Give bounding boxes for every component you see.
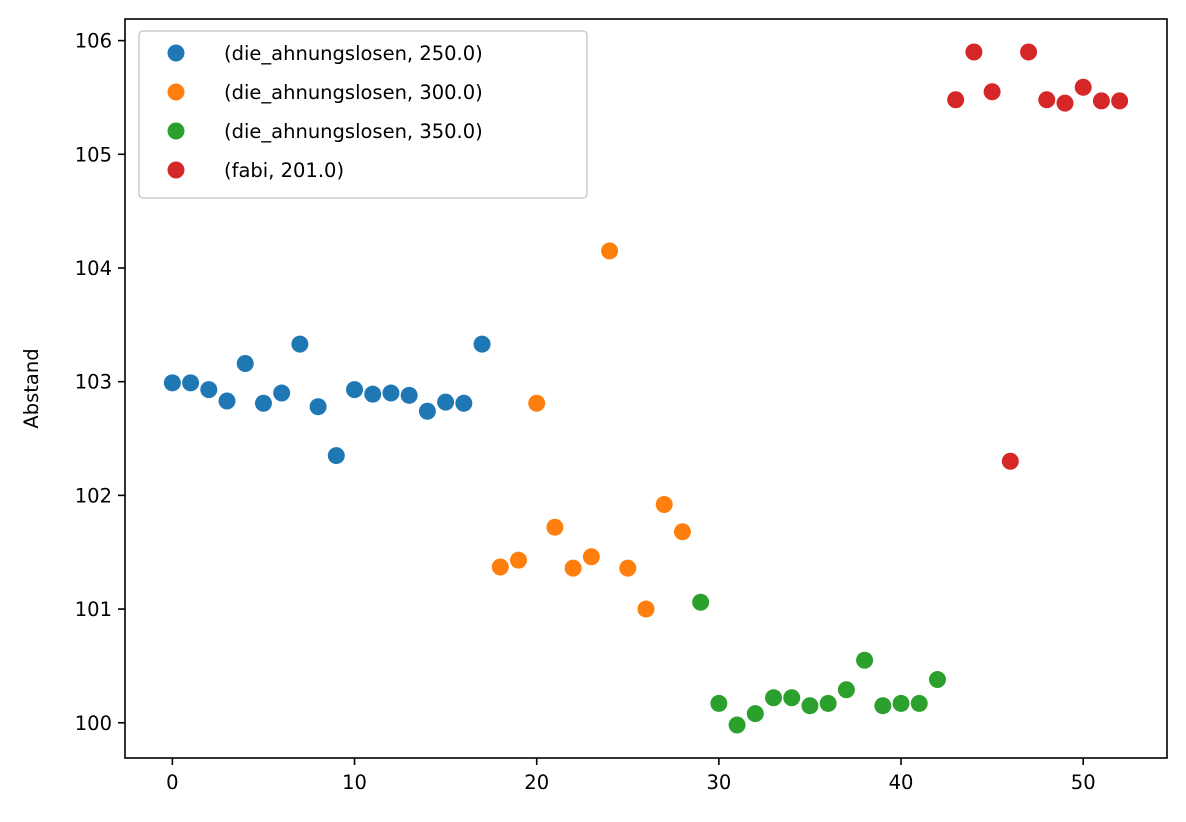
data-point-series-2 — [601, 242, 619, 260]
data-point-series-4 — [947, 91, 965, 109]
data-point-series-1 — [309, 398, 327, 416]
y-tick-label: 100 — [75, 712, 112, 735]
data-point-series-1 — [236, 354, 254, 372]
x-tick-label: 0 — [166, 771, 178, 794]
data-point-series-3 — [856, 651, 874, 669]
legend-label: (fabi, 201.0) — [224, 159, 344, 182]
y-tick-label: 101 — [75, 598, 112, 621]
x-tick-label: 40 — [889, 771, 914, 794]
data-point-series-1 — [163, 374, 181, 392]
data-point-series-3 — [837, 681, 855, 699]
data-point-series-1 — [327, 447, 345, 465]
data-point-series-3 — [892, 694, 910, 712]
data-point-series-4 — [1111, 92, 1129, 110]
data-point-series-3 — [819, 694, 837, 712]
data-point-series-2 — [491, 558, 509, 576]
data-point-series-4 — [1056, 94, 1074, 112]
legend-marker — [167, 44, 185, 62]
data-point-series-3 — [928, 671, 946, 689]
data-point-series-1 — [291, 335, 309, 353]
data-point-series-1 — [218, 392, 236, 410]
data-point-series-4 — [1074, 78, 1092, 96]
data-point-series-2 — [564, 559, 582, 577]
data-point-series-4 — [1092, 92, 1110, 110]
data-point-series-3 — [874, 697, 892, 715]
data-point-series-1 — [437, 393, 455, 411]
data-point-series-1 — [200, 381, 218, 399]
data-point-series-2 — [619, 559, 637, 577]
data-point-series-3 — [783, 689, 801, 707]
data-point-series-4 — [983, 83, 1001, 101]
data-point-series-3 — [801, 697, 819, 715]
data-point-series-1 — [400, 386, 418, 404]
data-point-series-1 — [273, 384, 291, 402]
data-point-series-3 — [710, 694, 728, 712]
data-point-series-1 — [418, 402, 436, 420]
data-points — [163, 43, 1129, 734]
data-point-series-3 — [728, 716, 746, 734]
data-point-series-4 — [1038, 91, 1056, 109]
legend-label: (die_ahnungslosen, 250.0) — [224, 42, 483, 65]
data-point-series-2 — [673, 523, 691, 541]
data-point-series-1 — [346, 381, 364, 399]
y-tick-label: 106 — [75, 30, 112, 53]
data-point-series-1 — [382, 384, 400, 402]
data-point-series-1 — [455, 394, 473, 412]
data-point-series-1 — [254, 394, 272, 412]
y-axis-label: Abstand — [20, 348, 43, 428]
x-axis: 0 10 20 30 40 50 — [166, 758, 1096, 794]
data-point-series-1 — [473, 335, 491, 353]
data-point-series-2 — [655, 495, 673, 513]
x-tick-label: 50 — [1071, 771, 1096, 794]
data-point-series-1 — [182, 374, 200, 392]
data-point-series-2 — [509, 551, 527, 569]
data-point-series-3 — [746, 705, 764, 723]
data-point-series-2 — [546, 518, 564, 536]
legend-marker — [167, 122, 185, 140]
y-tick-label: 104 — [75, 257, 112, 280]
data-point-series-2 — [637, 600, 655, 618]
data-point-series-3 — [692, 593, 710, 611]
data-point-series-3 — [765, 689, 783, 707]
legend: (die_ahnungslosen, 250.0) (die_ahnungslos… — [138, 30, 588, 199]
legend-label: (die_ahnungslosen, 350.0) — [224, 120, 483, 143]
legend-box — [138, 30, 588, 199]
legend-label: (die_ahnungslosen, 300.0) — [224, 81, 483, 104]
y-axis: 100 101 102 103 104 105 106 — [75, 30, 125, 735]
y-tick-label: 103 — [75, 371, 112, 394]
x-tick-label: 20 — [524, 771, 549, 794]
data-point-series-1 — [364, 385, 382, 403]
legend-marker — [167, 161, 185, 179]
data-point-series-2 — [528, 394, 546, 412]
data-point-series-2 — [582, 548, 600, 566]
data-point-series-4 — [1020, 43, 1038, 61]
y-tick-label: 105 — [75, 143, 112, 166]
x-tick-label: 30 — [706, 771, 731, 794]
y-tick-label: 102 — [75, 484, 112, 507]
x-tick-label: 10 — [342, 771, 367, 794]
data-point-series-4 — [1001, 452, 1019, 470]
data-point-series-3 — [910, 694, 928, 712]
legend-marker — [167, 83, 185, 101]
plot-frame — [124, 18, 1168, 759]
data-point-series-4 — [965, 43, 983, 61]
